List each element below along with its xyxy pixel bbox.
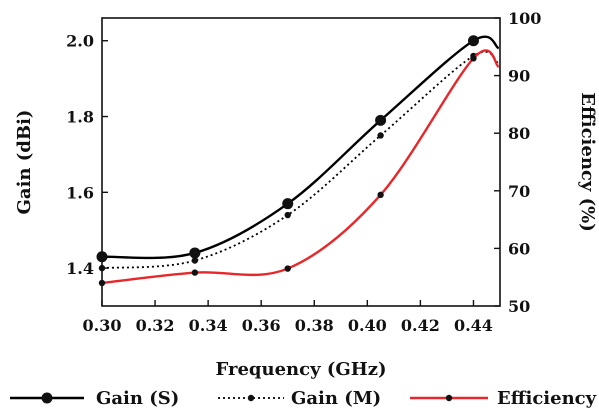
efficiency-line [101, 49, 500, 285]
x-tick-label: 0.40 [348, 316, 387, 335]
x-tick-label: 0.34 [189, 316, 228, 335]
gain-s-line [101, 35, 500, 260]
y-left-tick-label: 1.4 [66, 259, 94, 278]
y-left-tick-label: 1.6 [66, 183, 94, 202]
y-right-tick-label: 70 [508, 182, 530, 201]
gain-m-line [101, 50, 500, 270]
efficiency-legend-marker [445, 394, 453, 402]
y-right-tick-label: 100 [508, 9, 541, 28]
gain-m-point [284, 211, 291, 219]
efficiency-point [470, 55, 477, 62]
gain-m-point [377, 132, 384, 139]
x-tick-label: 0.32 [136, 316, 175, 335]
series-layer [96, 35, 500, 287]
x-tick-label: 0.38 [295, 316, 334, 335]
y-right-tick-label: 90 [508, 67, 530, 86]
y-left-tick-label: 2.0 [66, 32, 94, 51]
y-left-axis-title: Gain (dBi) [14, 110, 35, 215]
gain-s-legend-marker [41, 392, 53, 404]
y-right-tick-label: 80 [508, 124, 530, 143]
gain-m-legend-marker [247, 394, 255, 402]
axes: 0.30 0.32 0.34 0.36 0.38 0.40 0.42 0.44 1.4 1.6 1.… [66, 9, 541, 335]
gain-s-point [375, 114, 387, 126]
y-left-tick-label: 1.8 [66, 108, 94, 127]
efficiency-point [284, 265, 291, 272]
y-right-axis-title: Efficiency (%) [577, 92, 598, 232]
gain-s-point [282, 198, 294, 210]
legend: Gain (S) Gain (M) Efficiency [10, 388, 597, 409]
gain-m-point [98, 264, 106, 272]
gain-m-legend-label: Gain (M) [291, 388, 381, 409]
gain-m-point [191, 257, 199, 264]
gain-s-legend-label: Gain (S) [96, 388, 179, 409]
gain-s-point [96, 251, 108, 263]
y-right-tick-label: 50 [508, 297, 530, 316]
x-axis-title: Frequency (GHz) [216, 359, 387, 380]
gain-s-point [189, 247, 201, 259]
x-tick-label: 0.42 [401, 316, 440, 335]
efficiency-point [377, 191, 384, 199]
x-tick-label: 0.36 [242, 316, 281, 335]
gain-s-point [467, 35, 479, 47]
plot-frame [101, 17, 501, 307]
x-tick-label: 0.30 [83, 316, 122, 335]
efficiency-point [98, 279, 106, 287]
efficiency-point [191, 269, 199, 276]
efficiency-legend-label: Efficiency [497, 388, 597, 409]
y-right-tick-label: 60 [508, 239, 530, 258]
x-tick-label: 0.44 [454, 316, 493, 335]
